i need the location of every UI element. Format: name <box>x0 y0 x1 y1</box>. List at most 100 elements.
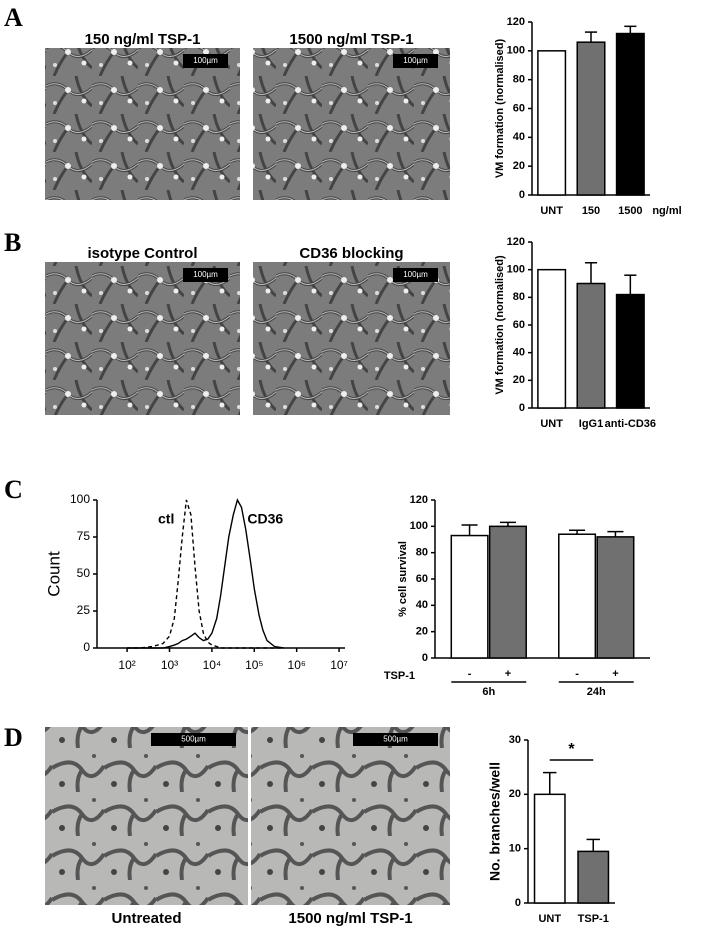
y-tick-label: 60 <box>513 102 525 114</box>
y-axis-label: % cell survival <box>397 541 409 617</box>
y-tick-label: 0 <box>422 652 428 664</box>
x-tick-label: 10⁴ <box>203 658 222 672</box>
bar <box>615 32 645 196</box>
y-axis-label: VM formation (normalised) <box>494 255 506 395</box>
error-bar <box>584 31 598 43</box>
group-label: 24h <box>587 686 606 698</box>
series-label: ctl <box>158 511 174 527</box>
scale-bar-label: 100µm <box>403 56 428 65</box>
scale-bar-label: 100µm <box>193 56 218 65</box>
y-tick-label: 120 <box>410 494 428 506</box>
y-tick-label: 30 <box>509 734 521 746</box>
y-tick-label: 60 <box>513 319 525 331</box>
x-tick-label: 1500 <box>618 205 642 217</box>
image-caption: isotype Control <box>87 245 197 262</box>
x-tick-label: IgG1 <box>579 418 603 430</box>
bar <box>533 793 566 904</box>
panel-label: C <box>4 475 23 504</box>
error-bar <box>569 529 586 535</box>
y-tick-label: 100 <box>507 45 525 57</box>
x-tick-label: - <box>468 668 472 680</box>
micrograph <box>45 262 240 415</box>
x-tick-label: UNT <box>538 913 561 925</box>
x-tick-label: 10² <box>118 658 135 672</box>
image-caption: 150 ng/ml TSP-1 <box>85 31 201 48</box>
error-bar <box>624 25 637 34</box>
y-tick-label: 100 <box>70 492 90 506</box>
panel-label: D <box>4 723 23 752</box>
y-tick-label: 120 <box>507 16 525 28</box>
y-tick-label: 20 <box>513 374 525 386</box>
bar <box>615 293 645 409</box>
x-tick-label: 10⁷ <box>330 658 348 672</box>
y-tick-label: 50 <box>77 566 91 580</box>
y-axis-label: No. branches/well <box>487 762 503 881</box>
y-tick-label: 100 <box>507 264 525 276</box>
y-tick-label: 20 <box>513 160 525 172</box>
y-axis-label: Count <box>44 551 63 597</box>
y-tick-label: 25 <box>77 603 91 617</box>
micrograph <box>253 262 450 415</box>
bar <box>537 268 567 409</box>
scale-bar-label: 500µm <box>181 735 206 744</box>
y-tick-label: 75 <box>77 529 91 543</box>
image-caption: Untreated <box>111 910 181 927</box>
x-tick-label: 150 <box>582 205 600 217</box>
y-tick-label: 10 <box>509 843 521 855</box>
error-bar <box>607 530 624 537</box>
x-tick-label: 10⁶ <box>288 658 306 672</box>
y-tick-label: 20 <box>509 788 521 800</box>
bar <box>576 282 606 409</box>
scale-bar-label: 100µm <box>193 270 218 279</box>
y-tick-label: 40 <box>513 131 525 143</box>
scale-bar-label: 100µm <box>403 270 428 279</box>
x-tick-label: + <box>612 668 618 680</box>
scale-bar <box>151 733 236 746</box>
bar <box>450 534 489 659</box>
micrograph <box>253 48 450 200</box>
error-bar <box>499 521 516 527</box>
bar <box>576 41 606 196</box>
y-tick-label: 0 <box>519 189 525 201</box>
row-label: TSP-1 <box>384 670 415 682</box>
bar <box>558 533 597 659</box>
y-tick-label: 20 <box>416 626 428 638</box>
y-tick-label: 40 <box>416 599 428 611</box>
y-tick-label: 0 <box>519 402 525 414</box>
y-tick-label: 40 <box>513 347 525 359</box>
series-line <box>127 498 285 649</box>
micrograph <box>45 727 248 905</box>
x-tick-label: - <box>575 668 579 680</box>
image-caption: CD36 blocking <box>299 245 403 262</box>
error-bar <box>543 771 557 795</box>
micrograph <box>45 48 240 200</box>
y-axis-label: VM formation (normalised) <box>494 38 506 178</box>
y-tick-label: 80 <box>513 74 525 86</box>
y-tick-label: 80 <box>513 291 525 303</box>
scale-bar <box>183 54 228 68</box>
scale-bar <box>393 54 438 68</box>
bar <box>537 50 567 196</box>
bar <box>596 536 635 659</box>
bar <box>577 850 610 904</box>
panel-label: A <box>4 3 23 32</box>
scale-bar <box>183 268 228 282</box>
scale-bar <box>393 268 438 282</box>
micrograph <box>251 727 450 905</box>
x-tick-label: + <box>505 668 511 680</box>
x-tick-label: 10⁵ <box>245 658 263 672</box>
y-tick-label: 100 <box>410 520 428 532</box>
group-label: 6h <box>482 686 495 698</box>
scale-bar <box>353 733 438 746</box>
scale-bar-label: 500µm <box>383 735 408 744</box>
x-tick-label: UNT <box>540 418 563 430</box>
x-unit: ng/ml <box>652 205 681 217</box>
series-label: CD36 <box>247 511 283 527</box>
panel-label: B <box>4 228 21 257</box>
error-bar <box>461 524 478 536</box>
bar <box>488 525 527 659</box>
y-tick-label: 60 <box>416 573 428 585</box>
significance-label: * <box>568 741 575 758</box>
error-bar <box>586 838 600 852</box>
